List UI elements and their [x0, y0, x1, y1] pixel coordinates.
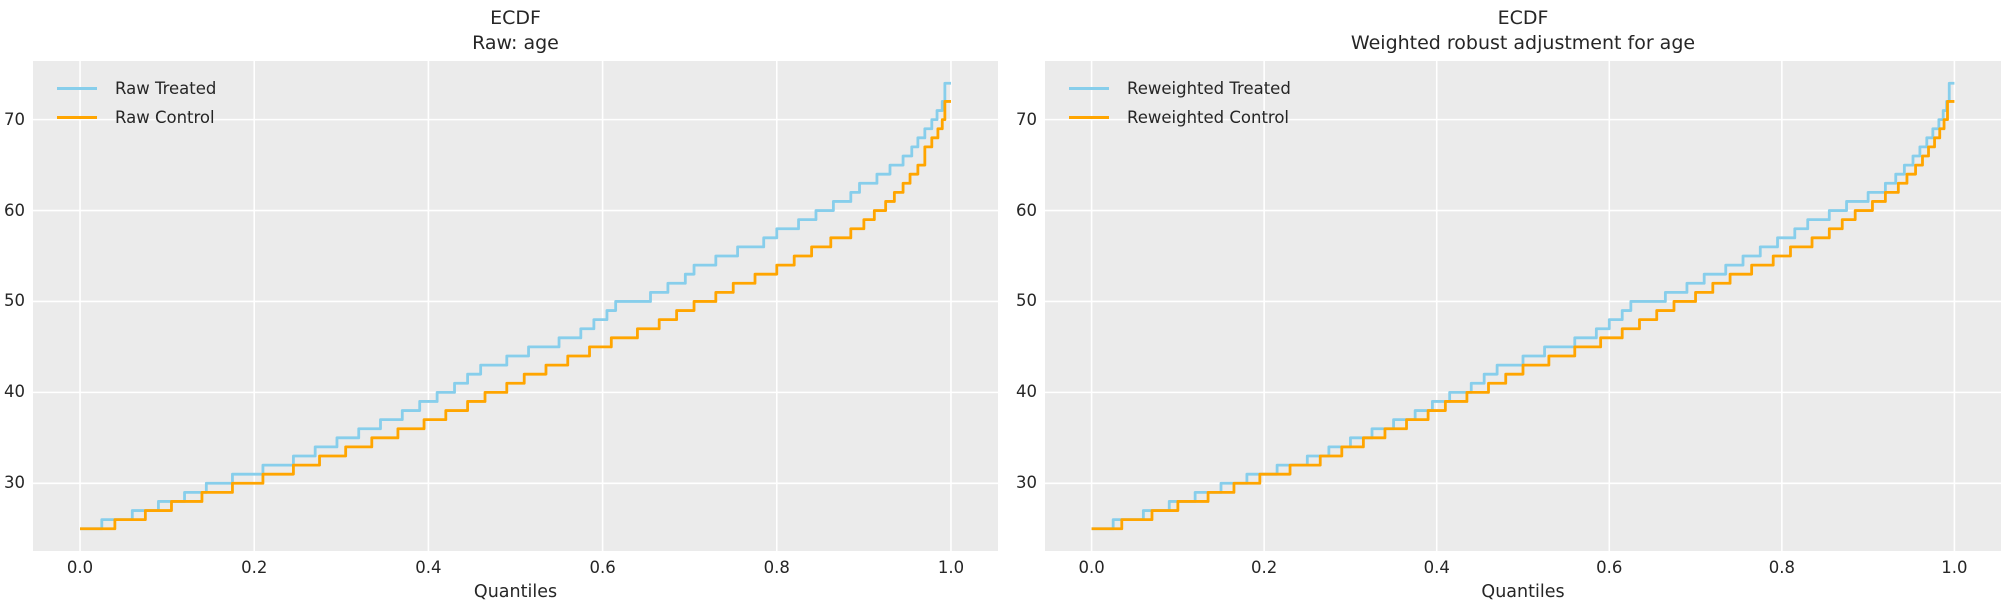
legend-line-swatch [1069, 116, 1109, 119]
legend-line-swatch [1069, 87, 1109, 90]
series-line-raw-treated [80, 81, 951, 531]
chart-title-block-right: ECDF Weighted robust adjustment for age [1123, 6, 1923, 56]
x-tick-label: 0.6 [589, 558, 616, 577]
chart-subtitle: Weighted robust adjustment for age [1350, 32, 1696, 54]
legend-label: Raw Control [115, 108, 215, 127]
chart-title-block-left: ECDF Raw: age [116, 6, 916, 56]
legend-label: Reweighted Control [1127, 108, 1290, 127]
x-tick-label: 1.0 [1941, 558, 1968, 577]
y-tick-label: 70 [4, 109, 25, 129]
x-tick-label: 0.8 [1768, 558, 1795, 577]
x-tick-label: 0.4 [415, 558, 442, 577]
x-tick-label: 0.8 [763, 558, 790, 577]
legend-entry-raw-control: Raw Control [33, 103, 216, 132]
x-tick-label: 0.0 [1078, 558, 1105, 577]
y-tick-label: 30 [1016, 473, 1037, 493]
ecdf-plot-area-left [33, 61, 998, 551]
legend-label: Reweighted Treated [1127, 79, 1291, 98]
x-tick-label: 0.4 [1423, 558, 1450, 577]
legend-line-swatch [57, 87, 97, 90]
x-tick-label: 0.0 [66, 558, 94, 577]
legend-left: Raw Treated Raw Control [33, 74, 216, 132]
legend-entry-reweighted-control: Reweighted Control [1045, 103, 1291, 132]
y-tick-label: 60 [1016, 200, 1037, 220]
y-tick-label: 40 [4, 382, 25, 402]
x-axis-label: Quantiles [473, 582, 558, 602]
x-tick-label: 0.2 [1251, 558, 1278, 577]
legend-entry-raw-treated: Raw Treated [33, 74, 216, 103]
series-line-reweighted-control [1091, 100, 1955, 531]
chart-title: ECDF [490, 7, 541, 29]
x-tick-label: 0.6 [1596, 558, 1623, 577]
x-tick-label: 0.2 [241, 558, 268, 577]
chart-title: ECDF [1497, 7, 1549, 29]
ecdf-plot-area-right [1045, 61, 2001, 551]
legend-entry-reweighted-treated: Reweighted Treated [1045, 74, 1291, 103]
y-tick-label: 70 [1016, 109, 1037, 129]
plot-background [33, 61, 998, 551]
legend-label: Raw Treated [115, 79, 217, 98]
series-line-raw-control [80, 100, 951, 531]
chart-subtitle: Raw: age [472, 32, 559, 54]
legend-line-swatch [57, 116, 97, 119]
legend-right: Reweighted Treated Reweighted Control [1045, 74, 1291, 132]
y-tick-label: 30 [4, 473, 25, 493]
series-line-reweighted-treated [1091, 81, 1955, 531]
y-tick-label: 60 [4, 200, 25, 220]
y-tick-label: 40 [1016, 382, 1037, 402]
x-axis-label: Quantiles [1481, 582, 1565, 602]
plot-background [1045, 61, 2001, 551]
x-tick-label: 1.0 [937, 558, 965, 577]
y-tick-label: 50 [1016, 291, 1037, 311]
y-tick-label: 50 [4, 291, 25, 311]
